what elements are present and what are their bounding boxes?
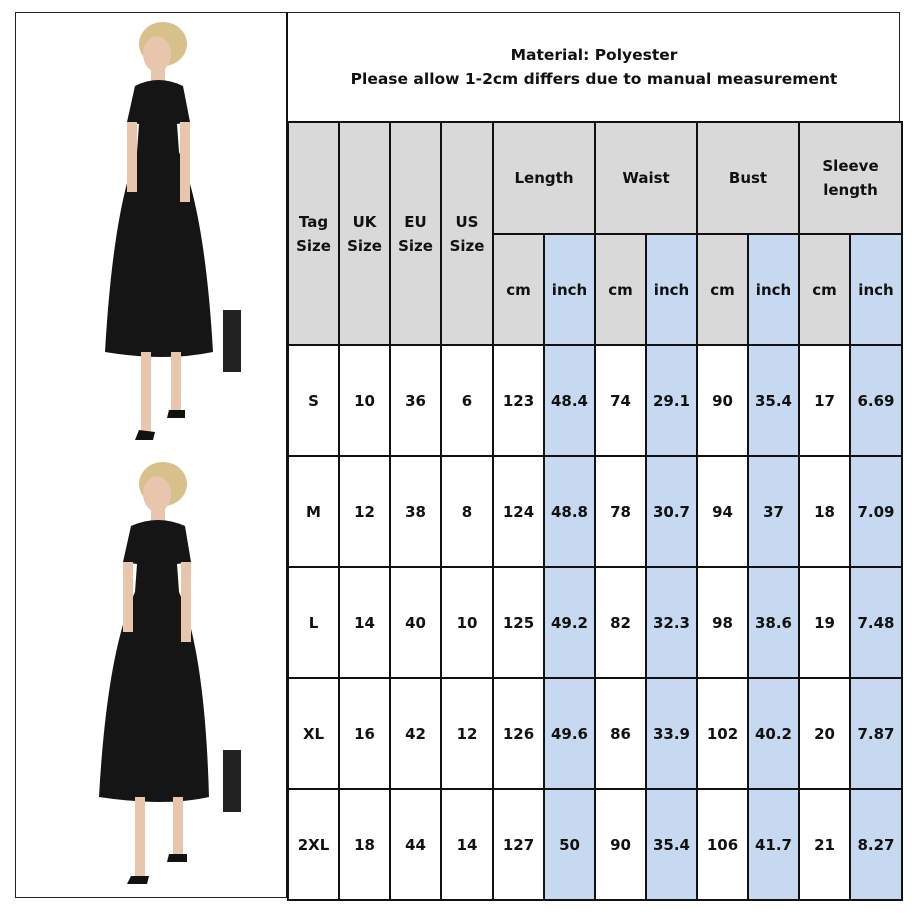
- table-cell: L: [287, 566, 340, 679]
- material-label: Material: Polyester: [510, 46, 678, 64]
- header-unit-cm: cm: [696, 233, 749, 346]
- chart-header: Material: Polyester Please allow 1-2cm d…: [288, 12, 900, 122]
- header-unit-cm: cm: [492, 233, 545, 346]
- table-cell: 30.7: [645, 455, 698, 568]
- table-cell: 33.9: [645, 677, 698, 790]
- model-photo: [105, 22, 241, 440]
- table-cell: 94: [696, 455, 749, 568]
- table-cell: 90: [594, 788, 647, 901]
- table-cell: 32.3: [645, 566, 698, 679]
- table-cell: 44: [389, 788, 442, 901]
- table-cell: S: [287, 344, 340, 457]
- table-cell: 7.48: [849, 566, 903, 679]
- table-cell: 8.27: [849, 788, 903, 901]
- table-cell: 7.09: [849, 455, 903, 568]
- table-cell: 29.1: [645, 344, 698, 457]
- header-unit-inch: inch: [543, 233, 596, 346]
- table-cell: 127: [492, 788, 545, 901]
- table-cell: 90: [696, 344, 749, 457]
- header-text: Tag: [298, 212, 329, 231]
- header-bust: Bust: [696, 121, 800, 235]
- table-cell: 49.6: [543, 677, 596, 790]
- header-text: Size: [347, 236, 382, 255]
- header-uk-size: UK Size: [338, 121, 391, 346]
- table-cell: XL: [287, 677, 340, 790]
- header-unit-cm: cm: [594, 233, 647, 346]
- table-cell: 40.2: [747, 677, 800, 790]
- header-unit-inch: inch: [747, 233, 800, 346]
- header-us-size: US Size: [440, 121, 494, 346]
- model-photos: [15, 12, 288, 898]
- table-cell: 50: [543, 788, 596, 901]
- header-text: Size: [449, 236, 485, 255]
- header-tag-size: Tag Size: [287, 121, 340, 346]
- table-cell: 10: [440, 566, 494, 679]
- table-cell: 14: [338, 566, 391, 679]
- table-cell: 12: [440, 677, 494, 790]
- table-cell: 17: [798, 344, 851, 457]
- header-text: US: [455, 212, 479, 231]
- table-cell: 12: [338, 455, 391, 568]
- header-eu-size: EU Size: [389, 121, 442, 346]
- table-cell: 7.87: [849, 677, 903, 790]
- header-text: Size: [398, 236, 433, 255]
- table-cell: 35.4: [747, 344, 800, 457]
- table-cell: 14: [440, 788, 494, 901]
- table-cell: 48.4: [543, 344, 596, 457]
- table-cell: 21: [798, 788, 851, 901]
- header-length: Length: [492, 121, 596, 235]
- table-cell: 123: [492, 344, 545, 457]
- table-cell: 49.2: [543, 566, 596, 679]
- header-unit-inch: inch: [849, 233, 903, 346]
- table-cell: 40: [389, 566, 442, 679]
- table-row: M 12 38 8 124 48.8 78 30.7 94 37 18 7.09: [287, 455, 903, 568]
- table-cell: 78: [594, 455, 647, 568]
- table-cell: 18: [798, 455, 851, 568]
- table-cell: 106: [696, 788, 749, 901]
- header-unit-inch: inch: [645, 233, 698, 346]
- table-cell: 6: [440, 344, 494, 457]
- table-cell: 35.4: [645, 788, 698, 901]
- header-text: Size: [296, 236, 331, 255]
- header-sleeve-length: Sleeve length: [798, 121, 903, 235]
- header-unit-cm: cm: [798, 233, 851, 346]
- table-cell: 36: [389, 344, 442, 457]
- table-cell: 16: [338, 677, 391, 790]
- size-table: Tag Size UK Size EU Size US Size Length Wais…: [287, 121, 903, 901]
- table-cell: 8: [440, 455, 494, 568]
- header-text: UK: [352, 212, 377, 231]
- table-row: S 10 36 6 123 48.4 74 29.1 90 35.4 17 6.69: [287, 344, 903, 457]
- table-cell: 48.8: [543, 455, 596, 568]
- table-cell: 38: [389, 455, 442, 568]
- table-cell: 42: [389, 677, 442, 790]
- header-text: EU: [404, 212, 427, 231]
- table-cell: 41.7: [747, 788, 800, 901]
- measurement-note: Please allow 1-2cm differs due to manual…: [350, 70, 838, 88]
- table-cell: 18: [338, 788, 391, 901]
- table-row: 2XL 18 44 14 127 50 90 35.4 106 41.7 21 8.27: [287, 788, 903, 901]
- table-row: L 14 40 10 125 49.2 82 32.3 98 38.6 19 7.48: [287, 566, 903, 679]
- table-cell: 86: [594, 677, 647, 790]
- header-waist: Waist: [594, 121, 698, 235]
- table-cell: 37: [747, 455, 800, 568]
- table-cell: 126: [492, 677, 545, 790]
- table-cell: 10: [338, 344, 391, 457]
- table-cell: 6.69: [849, 344, 903, 457]
- table-cell: 2XL: [287, 788, 340, 901]
- table-cell: 20: [798, 677, 851, 790]
- table-cell: 38.6: [747, 566, 800, 679]
- table-cell: 125: [492, 566, 545, 679]
- table-cell: 82: [594, 566, 647, 679]
- table-cell: 102: [696, 677, 749, 790]
- table-cell: 124: [492, 455, 545, 568]
- table-cell: 74: [594, 344, 647, 457]
- table-row: XL 16 42 12 126 49.6 86 33.9 102 40.2 20 7.87: [287, 677, 903, 790]
- table-cell: 19: [798, 566, 851, 679]
- table-cell: 98: [696, 566, 749, 679]
- model-photo: [99, 462, 241, 884]
- table-cell: M: [287, 455, 340, 568]
